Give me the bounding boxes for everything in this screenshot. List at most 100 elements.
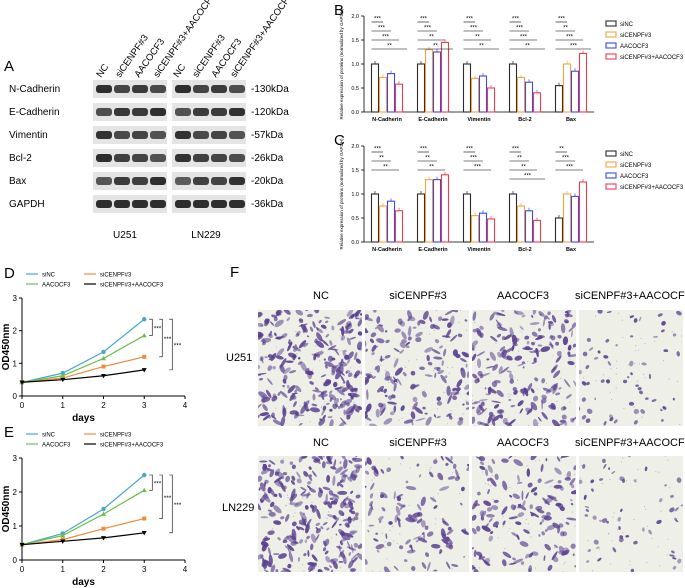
stained-cell	[369, 501, 374, 507]
stained-cell	[593, 539, 599, 545]
stained-cell	[552, 384, 558, 395]
stained-cell	[461, 351, 469, 358]
transwell-col-label: NC	[313, 290, 329, 302]
stained-cell	[461, 529, 469, 535]
membrane-pore	[489, 485, 492, 487]
stained-cell	[371, 344, 377, 352]
stained-cell	[445, 456, 454, 464]
stained-cell	[312, 470, 317, 477]
data-point	[101, 511, 106, 516]
stained-cell	[289, 461, 294, 465]
stained-cell	[296, 471, 301, 479]
membrane-pore	[487, 483, 490, 485]
stained-cell	[422, 406, 426, 410]
sig-label: ***	[470, 156, 478, 162]
stained-cell	[355, 512, 359, 517]
stained-cell	[316, 332, 323, 342]
sig-label: **	[387, 44, 392, 50]
membrane-pore	[277, 474, 280, 476]
stained-cell	[348, 552, 351, 557]
stained-cell	[443, 348, 447, 357]
stained-cell	[339, 483, 344, 488]
bar	[516, 205, 526, 243]
stained-cell	[275, 355, 284, 360]
bar	[386, 73, 396, 113]
stained-cell	[335, 371, 342, 380]
stained-cell	[340, 358, 344, 363]
stained-cell	[478, 399, 488, 401]
membrane-pore	[286, 494, 288, 496]
stained-cell	[472, 527, 477, 535]
sig-label: ***	[378, 26, 386, 32]
stained-cell	[680, 504, 683, 507]
membrane-pore	[620, 461, 623, 463]
blot-band	[211, 200, 227, 208]
membrane-pore	[370, 372, 372, 374]
stained-cell	[460, 367, 466, 379]
stained-cell	[500, 310, 505, 313]
stained-cell	[376, 549, 380, 553]
stained-cell	[333, 459, 337, 469]
stained-cell	[287, 538, 298, 545]
stained-cell	[396, 378, 402, 386]
stained-cell	[300, 361, 307, 372]
stained-cell	[462, 403, 465, 406]
sig-label: ***	[374, 147, 382, 153]
stained-cell	[320, 374, 327, 378]
stained-cell	[311, 456, 319, 461]
stained-cell	[431, 348, 441, 355]
stained-cell	[262, 404, 268, 412]
stained-cell	[332, 381, 338, 388]
membrane-pore	[416, 359, 418, 361]
series-line	[21, 474, 145, 546]
stained-cell	[258, 364, 261, 370]
stained-cell	[267, 354, 275, 359]
stained-cell	[306, 535, 310, 540]
membrane-pore	[438, 316, 440, 318]
stained-cell	[558, 387, 562, 390]
membrane-pore	[447, 366, 449, 368]
y-tick-label: 1	[13, 522, 18, 531]
transwell-col-label: siCENPF#3	[389, 290, 447, 302]
stained-cell	[509, 378, 514, 384]
membrane-pore	[571, 511, 574, 513]
stained-cell	[268, 464, 271, 468]
stained-cell	[325, 460, 333, 465]
stained-cell	[353, 516, 359, 521]
stained-cell	[633, 540, 638, 545]
stained-cell	[502, 480, 508, 491]
stained-cell	[477, 377, 480, 383]
stained-cell	[656, 519, 662, 525]
stained-cell	[283, 535, 290, 542]
stained-cell	[622, 379, 628, 384]
stained-cell	[569, 477, 576, 486]
sig-label: ***	[474, 165, 482, 171]
stained-cell	[342, 498, 346, 503]
micrograph-background	[579, 310, 683, 426]
stained-cell	[290, 488, 296, 499]
stained-cell	[305, 370, 314, 376]
sig-label: **	[425, 156, 430, 162]
stained-cell	[323, 500, 327, 505]
stained-cell	[541, 518, 545, 523]
membrane-pore	[399, 351, 401, 353]
stained-cell	[344, 522, 350, 527]
x-tick-label: E-Cadherin	[418, 117, 448, 123]
membrane-pore	[451, 545, 453, 548]
stained-cell	[581, 397, 586, 402]
stained-cell	[258, 475, 263, 482]
stained-cell	[298, 318, 304, 323]
stained-cell	[374, 326, 378, 330]
stained-cell	[357, 543, 362, 549]
stained-cell	[365, 379, 370, 386]
stained-cell	[661, 419, 664, 422]
membrane-pore	[340, 529, 342, 531]
stained-cell	[535, 347, 539, 358]
stained-cell	[269, 469, 275, 478]
stained-cell	[493, 404, 500, 409]
membrane-pore	[587, 539, 589, 542]
membrane-pore	[331, 415, 333, 417]
stained-cell	[276, 348, 285, 356]
membrane-pore	[448, 330, 450, 332]
